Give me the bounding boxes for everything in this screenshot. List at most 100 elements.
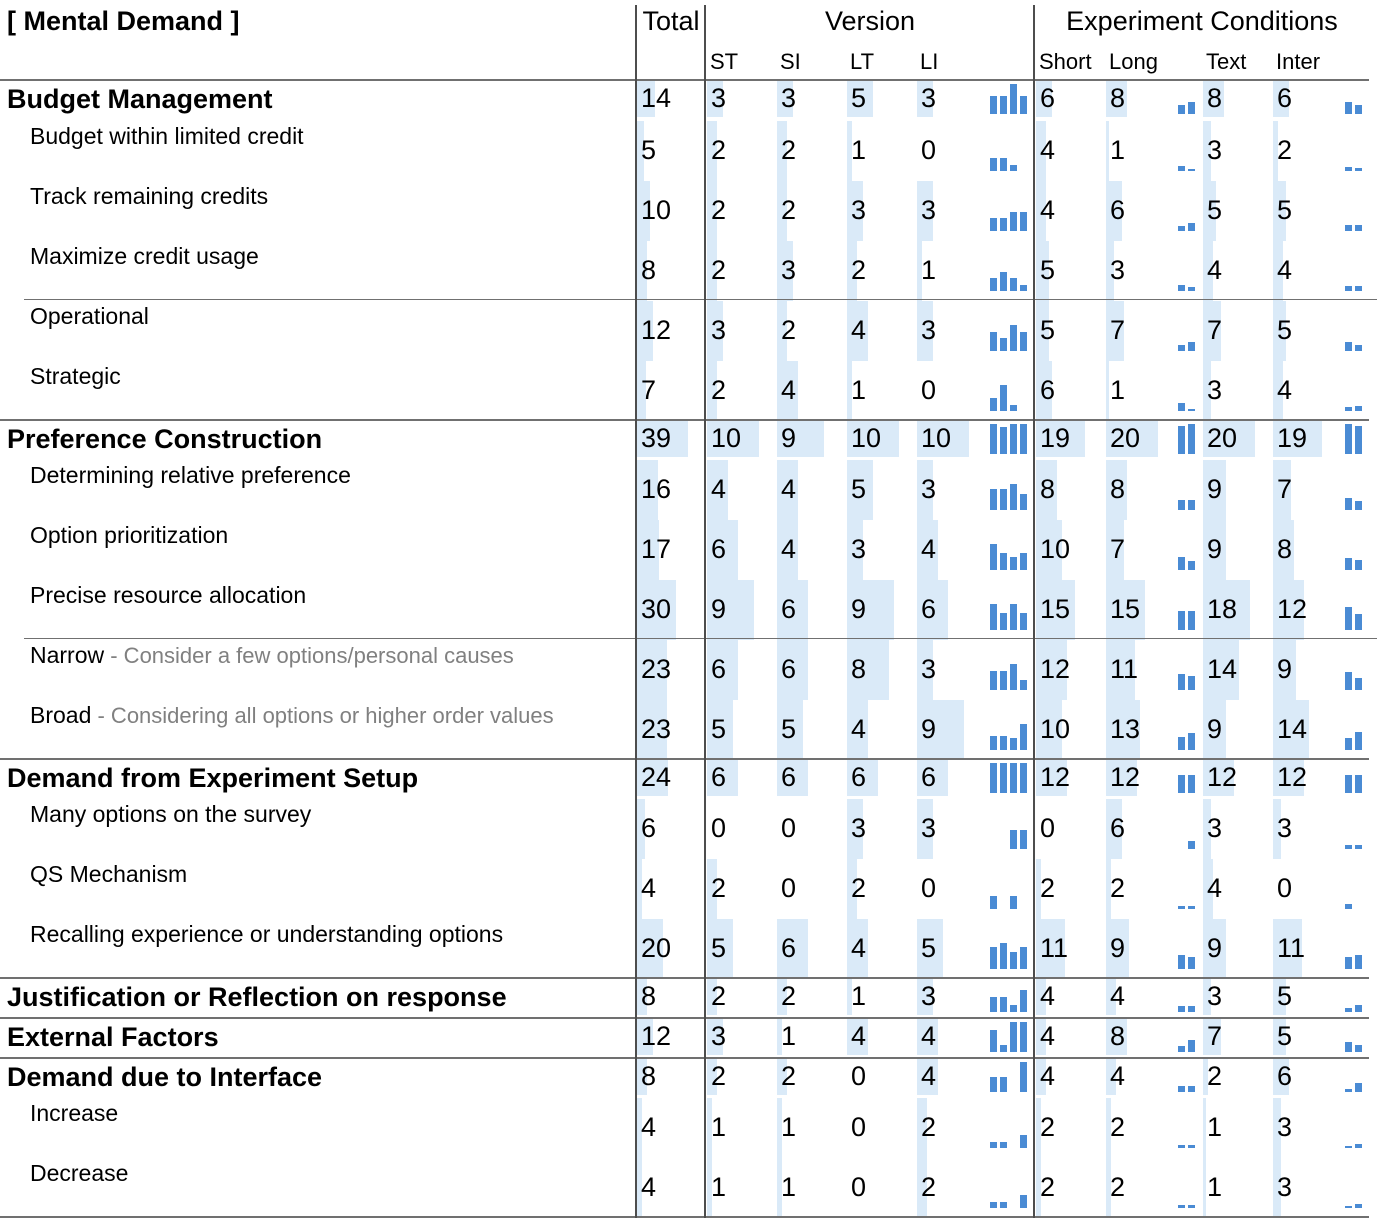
format-sparkline-bar-1 <box>1345 407 1352 411</box>
version-cell-1-bar <box>707 301 723 361</box>
condition-cell-3-value: 9 <box>1207 933 1223 963</box>
version-cell-2: 2 <box>777 1059 845 1095</box>
format-sparkline <box>1345 265 1365 291</box>
condition-cell-2-value: 1 <box>1110 135 1126 165</box>
format-sparkline-bar-2 <box>1355 425 1362 454</box>
group-divider <box>0 1057 1369 1059</box>
version-cell-1-value: 2 <box>711 981 727 1011</box>
condition-cell-1-bar <box>1036 919 1065 979</box>
version-cell-2: 6 <box>777 760 845 796</box>
total-cell: 5 <box>637 121 705 181</box>
length-sparkline-bar-2 <box>1188 1006 1195 1012</box>
length-sparkline <box>1178 763 1198 793</box>
version-sparkline-bar-4 <box>1020 96 1027 114</box>
length-sparkline-bar-2 <box>1188 906 1195 909</box>
total-cell-value: 14 <box>641 83 672 113</box>
version-cell-3-bar <box>847 700 868 760</box>
version-cell-3: 0 <box>847 1059 915 1095</box>
format-sparkline-bar-1 <box>1345 1041 1352 1052</box>
condition-cell-1: 8 <box>1036 460 1101 520</box>
length-sparkline <box>1178 982 1198 1012</box>
row-label: Decrease <box>30 1160 128 1187</box>
version-cell-1-bar <box>707 81 723 117</box>
condition-cell-3-bar <box>1203 421 1255 457</box>
total-cell-value: 4 <box>641 1172 657 1202</box>
row-label: Track remaining credits <box>30 183 268 210</box>
version-cell-1-value: 3 <box>711 315 727 345</box>
version-cell-3-value: 1 <box>851 135 867 165</box>
row-label-text: QS Mechanism <box>30 861 188 887</box>
condition-cell-1-bar <box>1036 1019 1047 1055</box>
total-cell: 20 <box>637 919 705 979</box>
version-cell-1-value: 2 <box>711 873 727 903</box>
condition-cell-3-value: 3 <box>1207 375 1223 405</box>
version-cell-1: 3 <box>707 1019 775 1055</box>
condition-cell-4: 6 <box>1273 1059 1338 1095</box>
version-cell-3-bar <box>847 760 879 796</box>
length-sparkline-bar-2 <box>1188 841 1195 849</box>
condition-cell-4-bar <box>1273 1019 1286 1055</box>
total-cell-value: 24 <box>641 762 672 792</box>
version-sparkline-bar-2 <box>1000 489 1007 510</box>
version-cell-2: 2 <box>777 979 845 1015</box>
row-label-text: Demand due to Interface <box>7 1062 323 1092</box>
length-sparkline-bar-1 <box>1178 344 1185 351</box>
condition-cell-2-bar <box>1106 1158 1112 1218</box>
condition-cell-3-bar <box>1203 1158 1206 1218</box>
version-cell-2-bar <box>777 640 809 700</box>
format-sparkline <box>1345 763 1365 793</box>
condition-cell-4-bar <box>1273 181 1286 241</box>
version-cell-2: 3 <box>777 81 845 117</box>
condition-cell-1: 15 <box>1036 580 1101 640</box>
format-sparkline-bar-2 <box>1355 775 1362 793</box>
condition-cell-3-bar <box>1203 700 1227 760</box>
version-sparkline <box>990 424 1030 454</box>
version-sparkline <box>990 1022 1030 1052</box>
version-cell-4: 2 <box>917 1158 985 1218</box>
format-sparkline <box>1345 1122 1365 1148</box>
length-sparkline-bar-2 <box>1188 1145 1195 1148</box>
total-cell-bar <box>637 181 651 241</box>
row-label-text: Preference Construction <box>7 424 323 454</box>
version-cell-4-value: 3 <box>921 981 937 1011</box>
header-condition-inter: Inter <box>1276 49 1321 74</box>
condition-cell-3: 1 <box>1203 1158 1268 1218</box>
version-cell-1-bar <box>707 181 718 241</box>
version-sparkline-bar-2 <box>1000 1201 1007 1208</box>
length-sparkline-bar-1 <box>1178 1006 1185 1012</box>
format-sparkline-bar-1 <box>1345 498 1352 510</box>
condition-cell-3-value: 2 <box>1207 1061 1223 1091</box>
condition-cell-3-bar <box>1203 1098 1206 1158</box>
version-cell-4: 5 <box>917 919 985 979</box>
condition-cell-1-value: 2 <box>1040 1172 1056 1202</box>
version-cell-2-value: 4 <box>781 375 797 405</box>
format-sparkline <box>1345 1022 1365 1052</box>
length-sparkline-bar-1 <box>1178 557 1185 570</box>
row-label: Increase <box>30 1100 118 1127</box>
version-sparkline <box>990 943 1030 969</box>
condition-cell-3-bar <box>1203 81 1224 117</box>
version-sparkline-bar-1 <box>990 1201 997 1208</box>
total-column-divider <box>635 5 637 1218</box>
format-sparkline <box>1345 145 1365 171</box>
header-condition-text: Text <box>1206 49 1247 74</box>
total-cell: 4 <box>637 859 705 919</box>
condition-cell-1: 4 <box>1036 979 1101 1015</box>
version-cell-1-value: 2 <box>711 375 727 405</box>
version-sparkline-bar-2 <box>1000 96 1007 114</box>
version-cell-4-value: 3 <box>921 813 937 843</box>
version-cell-2-bar <box>777 520 798 580</box>
version-cell-1-value: 6 <box>711 654 727 684</box>
row-label: Maximize credit usage <box>30 243 259 270</box>
version-cell-2-value: 2 <box>781 195 797 225</box>
condition-cell-2-value: 20 <box>1110 423 1141 453</box>
version-cell-3-value: 4 <box>851 1021 867 1051</box>
version-sparkline-bar-4 <box>1020 331 1027 351</box>
condition-cell-4: 3 <box>1273 1098 1338 1158</box>
version-cell-3-value: 0 <box>851 1172 867 1202</box>
condition-cell-2-bar <box>1106 520 1125 580</box>
version-cell-4-bar <box>917 760 949 796</box>
header-version-si: SI <box>780 49 801 74</box>
version-sparkline-bar-1 <box>990 604 997 630</box>
format-sparkline-bar-1 <box>1345 671 1352 690</box>
